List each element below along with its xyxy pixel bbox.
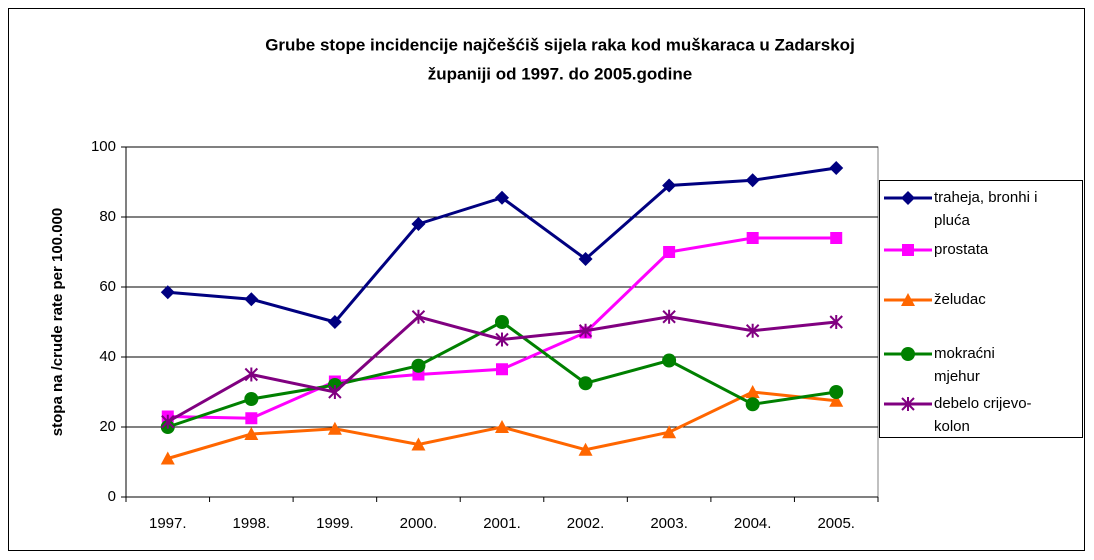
marker [495, 332, 509, 347]
marker [901, 191, 915, 205]
marker [901, 347, 915, 361]
marker [746, 232, 759, 244]
marker [160, 451, 175, 465]
marker [495, 315, 509, 329]
marker [829, 161, 844, 175]
y-axis-label: stopa na /crude rate per 100.000 [49, 208, 66, 436]
legend-item: debelo crijevo-kolon [880, 393, 1038, 438]
y-tick-label: 40 [99, 348, 116, 365]
x-tick-label: 1999. [316, 515, 354, 532]
x-tick-label: 1997. [149, 515, 187, 532]
marker [411, 309, 426, 324]
marker [327, 315, 342, 329]
marker [578, 376, 593, 391]
marker [578, 252, 593, 266]
marker [411, 437, 426, 451]
x-tick-label: 2001. [483, 515, 521, 532]
marker [244, 392, 259, 406]
legend-item: traheja, bronhi i pluća [880, 187, 1038, 232]
marker [662, 178, 677, 193]
x-tick-label: 2004. [734, 515, 772, 532]
legend-label: traheja, bronhi i pluća [934, 189, 1038, 229]
marker [663, 246, 676, 258]
y-tick-label: 60 [99, 278, 116, 295]
marker [160, 285, 175, 300]
marker [411, 358, 426, 373]
marker [662, 309, 676, 324]
legend-swatch [884, 244, 932, 256]
y-tick-label: 0 [108, 488, 116, 505]
marker [829, 315, 843, 329]
marker [830, 232, 843, 244]
x-tick-label: 1998. [233, 515, 271, 532]
legend-label: želudac [934, 291, 986, 308]
chart-title: županiji od 1997. do 2005.godine [428, 64, 693, 83]
legend-label: debelo crijevo-kolon [934, 395, 1032, 435]
legend-item: želudac [880, 289, 1038, 311]
legend-swatch [884, 397, 932, 411]
marker [578, 323, 593, 338]
y-tick-label: 20 [99, 418, 116, 435]
x-tick-label: 2000. [400, 515, 438, 532]
legend-swatch [884, 293, 932, 306]
marker [745, 397, 760, 412]
marker [745, 385, 760, 398]
marker [495, 190, 509, 205]
marker [662, 353, 677, 368]
marker [327, 421, 342, 435]
legend-swatch [884, 191, 932, 205]
marker [244, 427, 259, 440]
marker [328, 385, 342, 399]
marker [244, 292, 259, 307]
marker [745, 173, 760, 188]
marker [829, 385, 844, 399]
marker [245, 412, 258, 425]
marker [411, 217, 426, 231]
x-tick-label: 2003. [650, 515, 688, 532]
marker [902, 244, 914, 256]
marker [829, 393, 844, 407]
marker [901, 397, 915, 411]
y-tick-label: 80 [99, 208, 116, 225]
legend-item: mokraćni mjehur [880, 343, 1038, 388]
marker [244, 367, 259, 382]
marker [745, 323, 760, 338]
legend: traheja, bronhi i pluća prostata želudac mo… [879, 180, 1083, 438]
legend-label: mokraćni mjehur [934, 345, 995, 385]
y-tick-label: 100 [91, 138, 116, 155]
marker [496, 363, 508, 376]
legend-item: prostata [880, 239, 1038, 261]
x-tick-label: 2005. [817, 515, 855, 532]
marker [161, 414, 175, 429]
marker [901, 293, 915, 306]
legend-swatch [884, 347, 932, 361]
legend-label: prostata [934, 241, 989, 258]
marker [495, 420, 509, 433]
marker [662, 425, 677, 439]
chart-title: Grube stope incidencije najčešćiš sijela… [265, 35, 855, 54]
x-tick-label: 2002. [567, 515, 605, 532]
marker [578, 442, 593, 456]
